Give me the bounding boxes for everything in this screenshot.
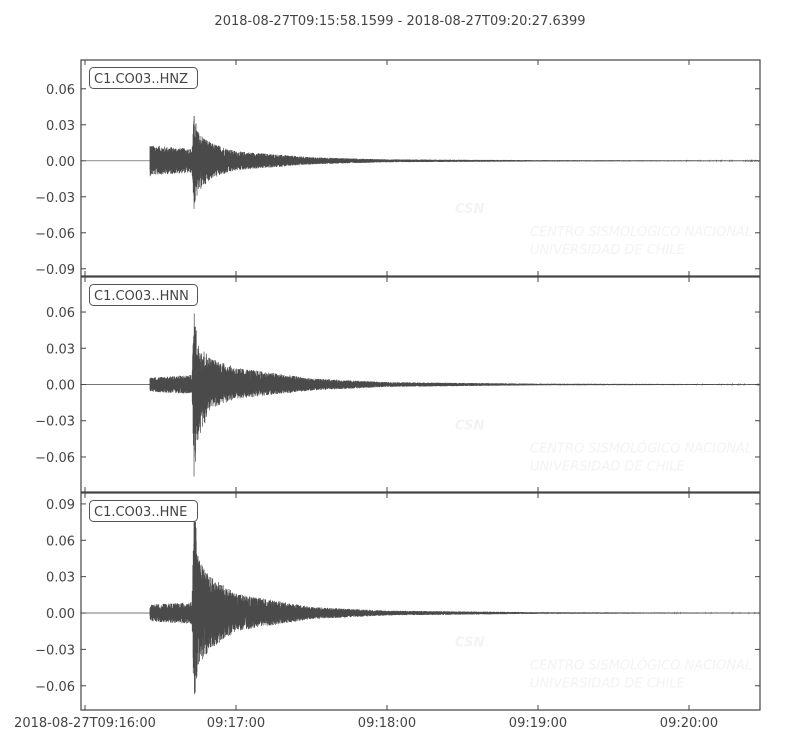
- y-tick-label: −0.03: [35, 191, 75, 206]
- x-tick-label: 09:19:00: [509, 716, 567, 731]
- y-tick-label: 0.06: [46, 83, 75, 98]
- y-tick-label: 0.06: [46, 534, 75, 549]
- y-tick-label: 0.03: [46, 119, 75, 134]
- watermark-line2: UNIVERSIDAD DE CHILE: [530, 243, 686, 258]
- channel-label-text: C1.CO03..HNE: [94, 505, 187, 520]
- csn-watermark: CSN CENTRO SISMOLÓGICO NACIONAL UNIVERSIDA…: [455, 636, 752, 692]
- y-tick-label: −0.03: [35, 415, 75, 430]
- y-tick-label: −0.06: [35, 680, 75, 695]
- waveform-trace-hne: [80, 503, 759, 695]
- panel-hnz: CSN CENTRO SISMOLÓGICO NACIONAL UNIVERSIDA…: [35, 59, 761, 278]
- y-tick-label: 0.00: [46, 607, 75, 622]
- chart-title: 2018-08-27T09:15:58.1599 - 2018-08-27T09…: [214, 14, 585, 29]
- watermark-line1: CENTRO SISMOLÓGICO NACIONAL: [530, 441, 752, 457]
- channel-label-box: [89, 500, 198, 522]
- panel-hnn: CSN CENTRO SISMOLÓGICO NACIONAL UNIVERSIDA…: [35, 276, 761, 493]
- y-tick-label: 0.09: [46, 498, 75, 513]
- waveform-trace-hnz: [80, 115, 759, 209]
- y-tick-label: 0.03: [46, 342, 75, 357]
- channel-label-box: [89, 284, 198, 306]
- watermark-logo: CSN: [455, 419, 484, 434]
- y-tick-label: 0.03: [46, 571, 75, 586]
- channel-label: C1.CO03..HNE: [89, 500, 198, 522]
- x-tick-label: 09:18:00: [358, 716, 416, 731]
- y-tick-label: −0.09: [35, 263, 75, 278]
- channel-label-text: C1.CO03..HNN: [94, 289, 189, 304]
- y-tick-label: −0.06: [35, 227, 75, 242]
- channel-label: C1.CO03..HNN: [89, 284, 198, 306]
- x-tick-label: 09:17:00: [207, 716, 265, 731]
- y-tick-label: 0.06: [46, 306, 75, 321]
- watermark-line1: CENTRO SISMOLÓGICO NACIONAL: [530, 658, 752, 674]
- channel-label-text: C1.CO03..HNZ: [94, 72, 188, 87]
- y-tick-label: −0.03: [35, 643, 75, 658]
- waveform-trace-hnn: [80, 313, 759, 477]
- watermark-line2: UNIVERSIDAD DE CHILE: [530, 677, 686, 692]
- channel-label-box: [89, 67, 198, 89]
- y-tick-label: −0.06: [35, 451, 75, 466]
- csn-watermark: CSN CENTRO SISMOLÓGICO NACIONAL UNIVERSIDA…: [455, 419, 752, 475]
- watermark-logo: CSN: [455, 636, 484, 651]
- channel-label: C1.CO03..HNZ: [89, 67, 198, 89]
- watermark-logo: CSN: [455, 202, 484, 217]
- axes-frame: [80, 492, 761, 711]
- y-tick-label: 0.00: [46, 155, 75, 170]
- y-tick-label: 0.00: [46, 379, 75, 394]
- x-tick-label: 2018-08-27T09:16:00: [14, 716, 156, 731]
- axes-frame: [80, 59, 761, 277]
- watermark-line1: CENTRO SISMOLÓGICO NACIONAL: [530, 224, 752, 240]
- x-tick-label: 09:20:00: [660, 716, 718, 731]
- csn-watermark: CSN CENTRO SISMOLÓGICO NACIONAL UNIVERSIDA…: [455, 202, 752, 258]
- watermark-line2: UNIVERSIDAD DE CHILE: [530, 460, 686, 475]
- panel-hne: CSN CENTRO SISMOLÓGICO NACIONAL UNIVERSIDA…: [35, 492, 761, 711]
